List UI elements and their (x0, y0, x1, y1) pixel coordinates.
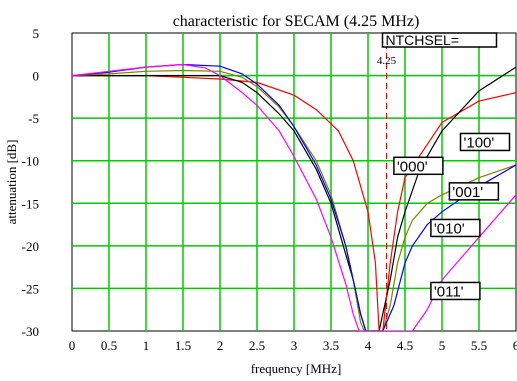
x-tick-label: 5.5 (471, 338, 487, 353)
series-label: '001' (452, 184, 483, 201)
marker-header-label: NTCHSEL= (386, 32, 460, 48)
y-tick-labels: 5 0 -5 -10 -15 -20 -25 -30 (22, 26, 39, 339)
x-tick-label: 2 (217, 338, 224, 353)
x-tick-label: 4 (365, 338, 372, 353)
series-label-box (448, 182, 500, 201)
x-tick-label: 1.5 (175, 338, 191, 353)
x-tick-label: 6 (513, 338, 517, 353)
x-tick-label: 3 (291, 338, 298, 353)
series-label: '011' (434, 283, 464, 300)
chart-title: characteristic for SECAM (4.25 MHz) (173, 13, 420, 30)
x-tick-label: 3.5 (323, 338, 339, 353)
series-label: '100' (464, 134, 495, 151)
y-tick-label: 0 (33, 69, 40, 84)
x-tick-labels: 0 0.5 1 1.5 2 2.5 3 3.5 4 4.5 5 5.5 6 (69, 338, 517, 353)
series-label: '010' (434, 220, 465, 237)
series-labels: '000' '100' '001' '010' '011' (393, 132, 511, 301)
x-tick-label: 2.5 (249, 338, 265, 353)
series-lines (72, 63, 516, 331)
x-tick-label: 5 (439, 338, 446, 353)
series-line (72, 63, 516, 331)
marker: NTCHSEL= 4.25 (377, 32, 498, 331)
y-tick-label: -25 (22, 281, 39, 296)
y-tick-label: -10 (22, 154, 39, 169)
x-tick-label: 4.5 (397, 338, 413, 353)
marker-value-label: 4.25 (377, 55, 397, 67)
x-tick-label: 1 (143, 338, 150, 353)
series-label-box (430, 218, 481, 238)
y-tick-label: -15 (22, 196, 39, 211)
y-tick-label: -5 (28, 111, 39, 126)
series-line (72, 66, 516, 331)
series-label-box (430, 281, 481, 301)
series-label-box (393, 156, 444, 176)
y-tick-label: 5 (33, 26, 40, 41)
y-tick-label: -20 (22, 239, 39, 254)
marker-header-box (381, 32, 498, 48)
x-axis-label: frequency [MHz] (251, 361, 342, 376)
y-tick-label: -30 (22, 324, 39, 339)
series-label-box (459, 132, 511, 152)
y-axis-label: attenuation [dB] (4, 140, 19, 225)
series-line (72, 63, 516, 331)
x-tick-label: 0.5 (101, 338, 117, 353)
series-label: '000' (397, 158, 428, 175)
x-tick-label: 0 (69, 338, 76, 353)
series-line (72, 74, 516, 331)
